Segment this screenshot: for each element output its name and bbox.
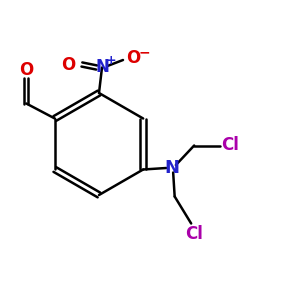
Text: N: N (164, 159, 179, 177)
Text: O: O (61, 56, 75, 74)
Text: O: O (126, 50, 141, 68)
Text: −: − (138, 46, 150, 59)
Text: O: O (19, 61, 34, 79)
Text: N: N (95, 58, 109, 76)
Text: +: + (106, 54, 116, 68)
Text: Cl: Cl (221, 136, 239, 154)
Text: Cl: Cl (185, 225, 203, 243)
